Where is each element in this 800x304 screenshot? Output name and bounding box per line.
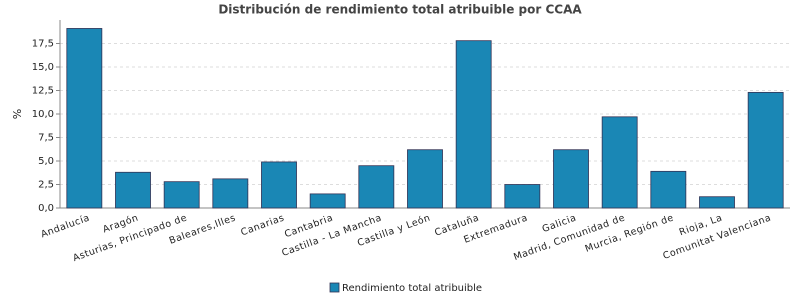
bar — [455, 40, 492, 209]
bar — [66, 28, 103, 209]
bar — [261, 161, 297, 209]
bar — [115, 171, 151, 209]
legend-label: Rendimiento total atribuible — [342, 283, 482, 294]
bar — [358, 165, 395, 209]
bar — [504, 184, 541, 209]
y-tick-label: 10,0 — [32, 109, 54, 120]
bar — [553, 149, 589, 209]
y-tick-label: 7,5 — [38, 133, 54, 144]
bar — [212, 178, 249, 209]
y-tick-label: 5,0 — [38, 156, 54, 167]
x-tick-label: Canarias — [239, 212, 286, 238]
chart-title: Distribución de rendimiento total atribu… — [218, 3, 582, 17]
bar — [163, 181, 200, 209]
x-tick-label: Murcia, Región de — [584, 212, 676, 254]
x-tick-label: Andalucía — [39, 212, 91, 240]
y-tick-label: 17,5 — [32, 39, 54, 50]
bar — [309, 193, 346, 209]
bar — [650, 170, 687, 209]
y-tick-label: 12,5 — [32, 86, 54, 97]
bar — [407, 149, 443, 209]
bar — [601, 116, 638, 209]
bar — [699, 196, 735, 209]
y-tick-label: 15,0 — [32, 62, 54, 73]
y-tick-label: 0,0 — [38, 203, 54, 214]
bar — [747, 91, 784, 209]
legend-swatch — [329, 282, 340, 293]
y-tick-label: 2,5 — [38, 180, 54, 191]
y-axis-label: % — [11, 109, 24, 119]
